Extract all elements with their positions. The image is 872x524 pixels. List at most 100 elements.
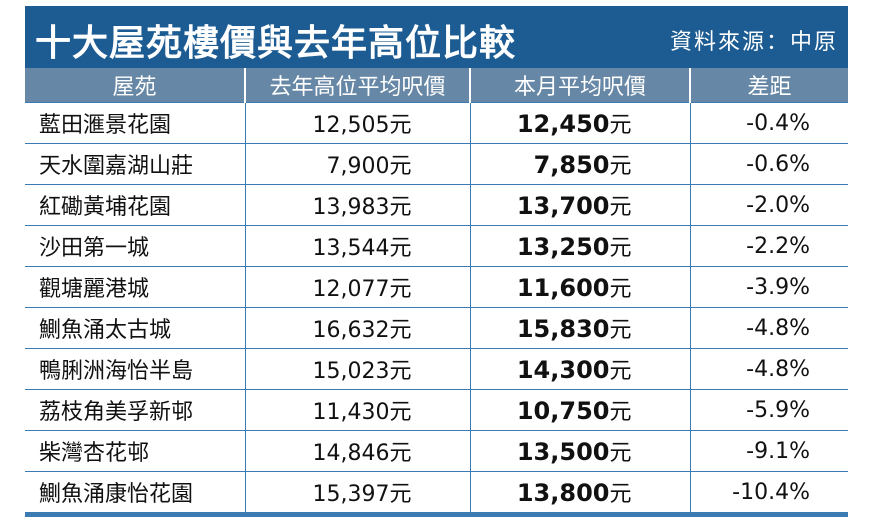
unit: 元 [609,195,632,220]
bottom-rule [25,512,848,517]
last-year-high: 7,900元 [244,143,470,185]
last-year-high: 16,632元 [244,307,470,349]
table-row: 柴灣杏花邨 14,846元 13,500元 -9.1% [25,430,848,472]
last-year-high: 15,023元 [244,348,470,390]
amount: 11,430 [312,400,390,425]
this-month: 11,600元 [469,266,690,308]
column-header: 差距 [689,68,848,103]
amount: 14,846 [312,441,390,466]
header-row: 屋苑 去年高位平均呎價 本月平均呎價 差距 [25,68,848,103]
unit: 元 [389,318,412,343]
estate-name: 紅磡黃埔花園 [25,184,245,226]
amount: 16,632 [312,318,390,343]
this-month: 13,250元 [469,225,690,267]
unit: 元 [609,277,632,302]
estate-name: 荔枝角美孚新邨 [25,389,245,431]
unit: 元 [389,441,412,466]
unit: 元 [609,400,632,425]
this-month: 14,300元 [469,348,690,390]
amount: 13,983 [312,195,390,220]
unit: 元 [609,236,632,261]
difference: -9.1% [689,430,848,472]
table-row: 紅磡黃埔花園 13,983元 13,700元 -2.0% [25,184,848,226]
difference: -2.0% [689,184,848,226]
difference: -3.9% [689,266,848,308]
title: 十大屋苑樓價與去年高位比較 [35,23,517,64]
table-row: 藍田滙景花園 12,505元 12,450元 -0.4% [25,102,848,144]
unit: 元 [389,195,412,220]
estate-name: 觀塘麗港城 [25,266,245,308]
estate-name: 鰂魚涌康怡花園 [25,471,245,512]
unit: 元 [609,359,632,384]
last-year-high: 11,430元 [244,389,470,431]
difference: -5.9% [689,389,848,431]
this-month: 13,700元 [469,184,690,226]
amount: 12,077 [312,277,390,302]
estate-name: 柴灣杏花邨 [25,430,245,472]
table-row: 鰂魚涌太古城 16,632元 15,830元 -4.8% [25,307,848,349]
table-row: 鰂魚涌康怡花園 15,397元 13,800元 -10.4% [25,471,848,512]
this-month: 12,450元 [469,102,690,144]
table-row: 沙田第一城 13,544元 13,250元 -2.2% [25,225,848,267]
amount: 15,397 [312,482,390,507]
this-month: 13,500元 [469,430,690,472]
difference: -4.8% [689,307,848,349]
this-month: 15,830元 [469,307,690,349]
unit: 元 [609,154,632,179]
unit: 元 [609,441,632,466]
unit: 元 [389,400,412,425]
unit: 元 [389,236,412,261]
last-year-high: 12,077元 [244,266,470,308]
last-year-high: 15,397元 [244,471,470,512]
last-year-high: 13,983元 [244,184,470,226]
table-row: 觀塘麗港城 12,077元 11,600元 -3.9% [25,266,848,308]
this-month: 10,750元 [469,389,690,431]
amount: 13,500 [516,438,610,466]
unit: 元 [389,359,412,384]
unit: 元 [609,318,632,343]
page: 十大屋苑樓價與去年高位比較 資料來源：中原 屋苑 去年高位平均呎價 本月平均呎價 差距… [25,6,848,517]
estate-name: 鰂魚涌太古城 [25,307,245,349]
difference: -0.6% [689,143,848,185]
difference: -2.2% [689,225,848,267]
table-row: 天水圍嘉湖山莊 7,900元 7,850元 -0.6% [25,143,848,185]
column-header: 本月平均呎價 [469,68,690,103]
table-row: 鴨脷洲海怡半島 15,023元 14,300元 -4.8% [25,348,848,390]
amount: 7,900 [326,154,390,179]
difference: -10.4% [689,471,848,512]
amount: 10,750 [516,397,610,425]
unit: 元 [609,482,632,507]
column-header: 去年高位平均呎價 [244,68,470,103]
difference: -4.8% [689,348,848,390]
unit: 元 [609,113,632,138]
amount: 15,830 [516,315,610,343]
title-bar: 十大屋苑樓價與去年高位比較 資料來源：中原 [25,6,848,68]
unit: 元 [389,113,412,138]
amount: 14,300 [516,356,610,384]
amount: 13,800 [516,479,610,507]
unit: 元 [389,482,412,507]
amount: 12,450 [516,110,610,138]
amount: 13,544 [312,236,390,261]
table: 屋苑 去年高位平均呎價 本月平均呎價 差距 藍田滙景花園 12,505元 12,450元 -… [25,68,848,512]
table-body: 藍田滙景花園 12,505元 12,450元 -0.4% 天水圍嘉湖山莊 7,900元 7,… [25,102,848,512]
estate-name: 藍田滙景花園 [25,102,245,144]
this-month: 13,800元 [469,471,690,512]
amount: 12,505 [312,113,390,138]
estate-name: 鴨脷洲海怡半島 [25,348,245,390]
last-year-high: 13,544元 [244,225,470,267]
amount: 13,250 [516,233,610,261]
amount: 7,850 [533,151,610,179]
amount: 11,600 [516,274,610,302]
table-row: 荔枝角美孚新邨 11,430元 10,750元 -5.9% [25,389,848,431]
amount: 15,023 [312,359,390,384]
last-year-high: 14,846元 [244,430,470,472]
estate-name: 天水圍嘉湖山莊 [25,143,245,185]
last-year-high: 12,505元 [244,102,470,144]
estate-name: 沙田第一城 [25,225,245,267]
this-month: 7,850元 [469,143,690,185]
unit: 元 [389,154,412,179]
source: 資料來源：中原 [669,30,838,55]
unit: 元 [389,277,412,302]
amount: 13,700 [516,192,610,220]
